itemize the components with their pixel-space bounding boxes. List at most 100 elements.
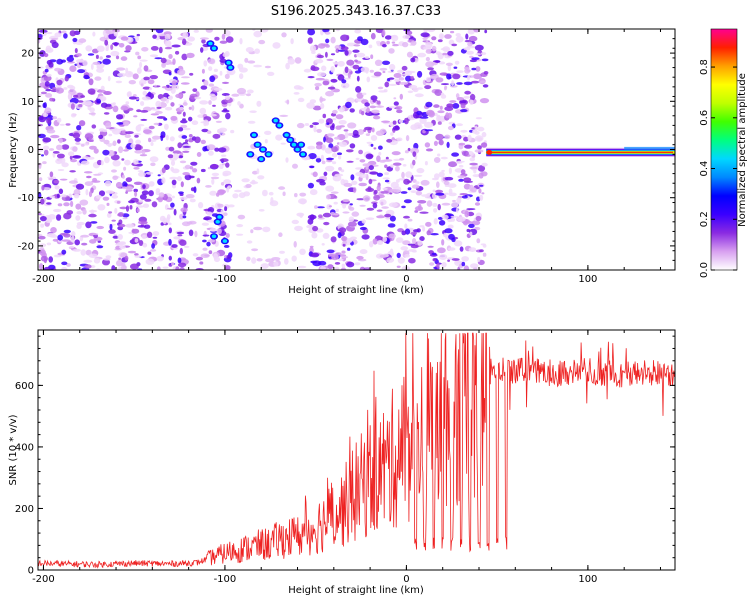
spectrogram-blob: [338, 141, 348, 147]
spectrogram-blob: [236, 233, 244, 236]
spectrogram-blob: [355, 86, 362, 93]
spectrogram-blob: [303, 68, 312, 73]
spectrogram-blob: [477, 165, 486, 172]
spectrogram-blob: [55, 158, 63, 165]
spectrogram-blob: [179, 196, 188, 200]
spectrogram-blob: [373, 71, 382, 77]
spectrogram-blob: [456, 70, 464, 73]
spectrogram-blob: [222, 170, 232, 176]
spectrogram-blob: [410, 57, 416, 63]
spectrogram-blob: [377, 86, 384, 90]
spectrogram-blob: [108, 211, 113, 214]
spectrogram-blob: [164, 40, 172, 47]
spectrogram-blob: [396, 265, 401, 268]
spectrogram-blob: [39, 249, 46, 256]
spectrogram-blob: [199, 100, 209, 105]
spectrogram-blob: [208, 239, 216, 243]
spectrogram-blob: [388, 202, 398, 208]
spectrogram-blob: [57, 169, 65, 171]
spectrogram-blob: [73, 189, 81, 196]
spectrogram-blob: [135, 51, 140, 56]
spectrogram-blob: [419, 225, 425, 228]
spectrogram-blob: [461, 195, 468, 199]
spectrogram-blob: [369, 105, 377, 109]
spectrogram-blob: [251, 257, 257, 264]
spectrogram-blob: [118, 128, 126, 131]
spectrogram-blob: [225, 265, 231, 270]
spectrogram-blob: [376, 172, 383, 177]
spectrogram-blob: [210, 164, 219, 169]
spectrogram-blob: [139, 194, 147, 200]
spectrogram-blob: [324, 147, 333, 154]
spectrogram-hot-core: [251, 133, 257, 137]
spectrogram-blob: [125, 101, 130, 105]
spectrogram-blob: [185, 139, 189, 143]
spectrogram-blob: [478, 188, 482, 194]
spectrogram-blob: [54, 32, 62, 38]
spectrogram-blob: [43, 145, 50, 150]
spectrogram-blob: [143, 76, 150, 81]
spectrogram-blob: [356, 198, 365, 201]
colorbar-ticks: 0.0 0.2 0.4 0.6 0.8: [699, 59, 737, 278]
spectrogram-blob: [125, 205, 130, 212]
spectrogram-blob: [331, 153, 338, 158]
spectrogram-blob: [435, 192, 445, 196]
spectrogram-blob: [124, 186, 134, 191]
spectrogram-blob: [441, 239, 445, 246]
spectrogram-blob: [481, 142, 488, 148]
spectrogram-blob: [330, 79, 336, 82]
colorbar-tick-label: 0.6: [699, 110, 710, 126]
spectrogram-blob: [286, 99, 290, 105]
spectrogram-blob: [285, 157, 289, 163]
spectrogram-blob: [87, 88, 96, 95]
spectrogram-blob: [90, 221, 98, 224]
spectrogram-blob: [407, 147, 411, 152]
spectrogram-blob: [70, 159, 78, 163]
spectrogram-blob: [469, 162, 478, 166]
spectrogram-blob: [448, 233, 455, 240]
spectrogram-blob: [463, 47, 471, 51]
spectrogram-blob: [119, 245, 126, 249]
spectrogram-blob: [179, 213, 184, 220]
spectrogram-blob: [356, 52, 366, 58]
spectrogram-blob: [212, 104, 216, 107]
spectrogram-blob: [463, 81, 473, 86]
spectrogram-blob: [100, 160, 104, 166]
spectrogram-blob: [211, 172, 220, 177]
spectrogram-blob: [461, 256, 469, 262]
spectrogram-blob: [464, 39, 471, 43]
spectrogram-blob: [150, 162, 156, 167]
spectrogram-blob: [327, 86, 336, 90]
spectrogram-blob: [189, 166, 194, 170]
spectrogram-blob: [438, 254, 448, 260]
spectrogram-blob: [322, 29, 330, 33]
spectrogram-blob: [94, 76, 102, 81]
spectrogram-blob: [143, 65, 149, 72]
spectrogram-blob: [333, 201, 338, 205]
spectrogram-blob: [170, 102, 175, 107]
spectrogram-blob: [145, 258, 155, 265]
spectrogram-blob: [370, 95, 378, 101]
spectrogram-blob: [134, 150, 143, 154]
spectrogram-blob: [314, 59, 324, 64]
spectrogram-blob: [287, 58, 295, 65]
spectrogram-blob: [139, 154, 148, 157]
spectrogram-blob: [310, 260, 318, 264]
spectrogram-blob: [244, 57, 249, 63]
spectrogram-blob: [172, 58, 176, 65]
spectrogram-blob: [342, 243, 346, 247]
spectrogram-blob: [412, 159, 416, 166]
spectrogram-blob: [137, 67, 142, 74]
spectrogram-blob: [61, 261, 68, 266]
spectrogram-blob: [335, 29, 340, 32]
spectrogram-blob: [225, 233, 230, 238]
spectrogram-blob: [419, 117, 427, 124]
spectrogram-blob: [310, 252, 320, 258]
spectrogram-blob: [135, 205, 145, 208]
spectrogram-blob: [382, 177, 390, 180]
spectrogram-blob: [382, 187, 388, 190]
spectrogram-blob: [465, 33, 469, 40]
spectrogram-blob: [48, 177, 54, 181]
spectrogram-blob: [448, 188, 453, 195]
